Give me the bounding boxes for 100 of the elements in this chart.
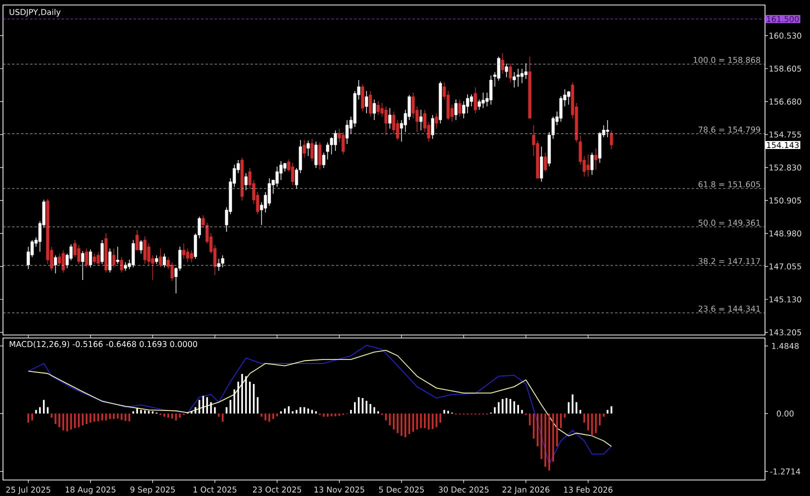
y-tick-label: 156.680 [770, 98, 802, 105]
candlestick [96, 252, 100, 266]
candlestick [559, 96, 562, 122]
candlestick [586, 154, 590, 177]
candlestick [306, 140, 310, 156]
candlestick [474, 87, 477, 114]
candlestick [376, 100, 380, 116]
candlestick [62, 250, 65, 273]
x-tick-label: 22 Jan 2026 [502, 486, 550, 494]
candlestick [384, 106, 388, 136]
ref-line-label: 23.6 = 144.341 [698, 306, 760, 312]
chart-title: USDJPY,Daily [10, 8, 61, 17]
candlestick [139, 240, 143, 254]
ref-line-label: 38.2 = 147.117 [698, 258, 760, 264]
candlestick [162, 253, 166, 268]
candlestick [136, 230, 139, 251]
ref-line-label: 78.6 = 154.799 [698, 126, 760, 133]
candlestick [364, 90, 368, 114]
candlestick [470, 94, 474, 107]
y-tick-label: 145.130 [770, 296, 802, 302]
candlestick [92, 253, 96, 264]
candlestick [590, 152, 594, 176]
candlestick [594, 148, 598, 170]
candlestick [217, 258, 220, 272]
candlestick [540, 146, 544, 182]
x-tick-label: 9 Sep 2025 [130, 486, 175, 494]
candlestick [322, 152, 326, 168]
candlestick [85, 248, 88, 268]
candlestick [54, 255, 58, 274]
x-tick-label: 25 Jul 2025 [6, 486, 50, 494]
x-tick-label: 13 Nov 2025 [314, 486, 364, 493]
candlestick [504, 63, 508, 78]
x-tick-label: 5 Dec 2025 [379, 486, 424, 493]
y-tick-label: 152.830 [770, 164, 802, 171]
candlestick [100, 240, 104, 264]
y-tick-label: 0.00 [776, 410, 794, 417]
candlestick [334, 130, 337, 152]
candlestick [158, 248, 162, 268]
candlestick [116, 246, 120, 264]
candlestick [501, 52, 504, 74]
candlestick [544, 152, 547, 172]
text: 154.143 [767, 142, 799, 148]
candlestick [88, 249, 92, 268]
candlestick [112, 248, 116, 268]
candlestick [186, 248, 190, 263]
candlestick [279, 160, 283, 180]
candlestick [508, 63, 512, 83]
candlestick [244, 172, 248, 191]
candlestick [497, 56, 500, 82]
candlestick [431, 114, 434, 140]
ref-line-label: 61.8 = 151.605 [698, 181, 760, 188]
candlestick [392, 111, 396, 134]
candlestick [190, 250, 194, 263]
candlestick [314, 141, 318, 168]
candlestick [524, 62, 528, 80]
candlestick [482, 92, 485, 108]
x-tick-label: 18 Aug 2025 [66, 486, 116, 494]
candlestick [302, 140, 306, 158]
candlestick [330, 136, 334, 155]
y-tick-label: 158.605 [770, 66, 802, 72]
y-tick-label: 150.905 [770, 197, 802, 204]
x-tick-label: 1 Oct 2025 [194, 486, 236, 493]
y-tick-label: -1.2714 [770, 468, 800, 474]
y-tick-label: 147.055 [770, 263, 802, 270]
candlestick [512, 72, 516, 88]
x-tick-label: 13 Feb 2026 [564, 486, 612, 493]
y-tick-label: 154.755 [770, 132, 802, 138]
candlestick [520, 68, 524, 84]
candlestick [489, 75, 492, 106]
candlestick [516, 68, 520, 88]
ref-line-label: 100.0 = 158.868 [694, 56, 760, 63]
candlestick [81, 250, 84, 280]
y-tick-label: 160.530 [770, 32, 802, 39]
candlestick [372, 99, 376, 120]
candlestick [120, 256, 124, 273]
candlestick [108, 248, 112, 273]
candlestick [466, 94, 470, 114]
candlestick [310, 138, 314, 162]
y-tick-label: 143.205 [770, 329, 802, 336]
x-tick-label: 23 Oct 2025 [252, 486, 302, 493]
candlestick [143, 236, 146, 264]
candlestick [132, 240, 135, 268]
candlestick [342, 132, 345, 155]
chart-title: MACD(12,26,9) -0.5166 -0.6468 0.1693 0.0000 [10, 340, 198, 348]
candlestick [454, 99, 458, 120]
candlestick [361, 84, 364, 112]
candlestick [478, 99, 481, 110]
candlestick [567, 90, 570, 106]
candlestick [610, 130, 613, 150]
ref-line-label: 161.500 [767, 16, 799, 22]
ref-line-label: 50.0 = 149.361 [698, 220, 760, 226]
candlestick [368, 90, 372, 118]
candlestick [458, 99, 462, 118]
candlestick [446, 90, 450, 120]
y-tick-label: 1.4848 [772, 342, 799, 349]
y-tick-label: 148.980 [770, 230, 802, 236]
candlestick [606, 120, 610, 138]
candlestick [388, 108, 392, 129]
candlestick [291, 162, 294, 186]
candlestick [170, 262, 174, 282]
